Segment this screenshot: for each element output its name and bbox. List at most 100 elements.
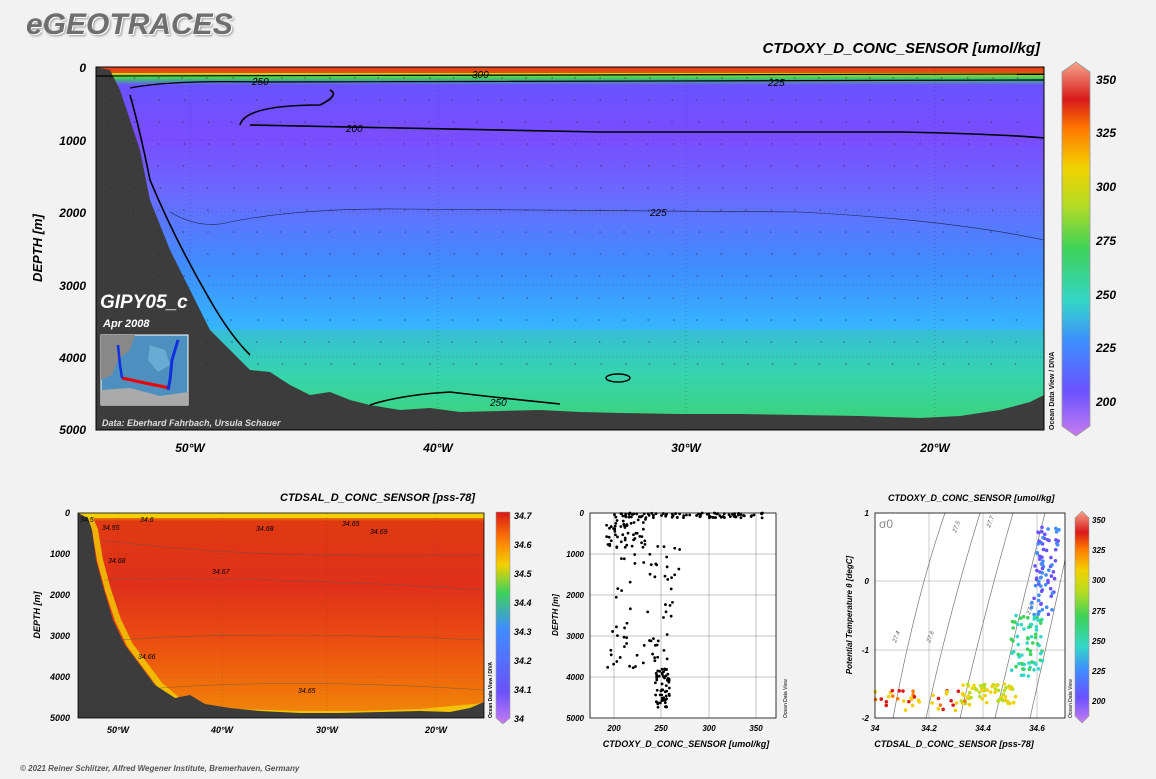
svg-text:0: 0 <box>580 509 585 518</box>
station-sample <box>379 99 381 101</box>
profile-point <box>653 656 657 660</box>
station-sample <box>231 341 233 343</box>
profile-point <box>613 524 617 528</box>
ts-point <box>1015 622 1020 627</box>
station-sample <box>819 231 822 233</box>
station-sample <box>181 187 184 189</box>
ts-point <box>1020 661 1024 666</box>
station-sample <box>426 297 428 299</box>
profile-y-label: DEPTH [m] <box>551 594 560 636</box>
station-sample <box>648 99 651 101</box>
station-sample <box>303 143 306 145</box>
ts-point <box>1054 526 1058 531</box>
profile-point <box>623 645 626 649</box>
svg-text:0: 0 <box>65 508 70 518</box>
station-sample <box>181 121 184 123</box>
ts-point <box>1040 525 1044 530</box>
ts-point <box>965 682 970 687</box>
copyright-footer: © 2021 Reiner Schlitzer, Alfred Wegener … <box>20 764 300 773</box>
station-sample <box>305 165 307 167</box>
ts-point <box>988 690 993 694</box>
station-sample <box>476 165 479 167</box>
station-sample <box>941 187 944 189</box>
station-sample <box>1015 187 1018 189</box>
profile-point <box>612 662 616 666</box>
station-sample <box>429 363 431 365</box>
profile-point <box>615 660 619 663</box>
station-sample <box>132 99 135 101</box>
station-sample <box>109 253 112 255</box>
salinity-y-ticks: 0 1000 2000 3000 4000 5000 <box>49 508 70 723</box>
station-sample <box>942 363 945 365</box>
profile-point <box>667 686 671 690</box>
svg-text:30°W: 30°W <box>671 441 702 455</box>
station-sample <box>303 121 306 123</box>
station-sample <box>965 319 968 321</box>
ts-point <box>1022 627 1026 631</box>
station-sample <box>377 77 379 79</box>
station-sample <box>820 275 823 277</box>
station-sample <box>671 187 673 189</box>
station-sample <box>279 121 282 123</box>
ts-colorbar: 350 325 300 275 250 225 200 <box>1074 510 1106 724</box>
ts-point <box>879 697 884 701</box>
profile-point <box>640 541 643 545</box>
station-sample <box>451 165 453 167</box>
profile-point <box>627 515 631 519</box>
station-sample <box>648 121 650 123</box>
station-sample <box>794 341 797 343</box>
profile-point <box>654 671 658 675</box>
cruise-date: Apr 2008 <box>102 318 150 330</box>
station-sample <box>867 231 870 233</box>
station-sample <box>281 143 284 145</box>
profile-point <box>614 522 618 525</box>
profile-point <box>641 545 645 549</box>
ts-point <box>983 693 987 698</box>
ts-point <box>1055 542 1060 547</box>
station-sample <box>255 99 258 101</box>
station-sample <box>697 297 700 299</box>
station-sample <box>990 143 993 145</box>
station-sample <box>452 363 455 365</box>
ts-point <box>1039 562 1044 566</box>
ts-point <box>936 696 941 701</box>
ts-point <box>1044 573 1048 577</box>
ts-point <box>985 688 990 692</box>
station-sample <box>500 121 503 123</box>
station-sample <box>868 99 871 101</box>
station-sample <box>599 253 602 255</box>
ts-point <box>967 702 972 707</box>
ts-point <box>1052 576 1057 581</box>
ts-point <box>1003 698 1008 703</box>
profile-point <box>653 681 657 685</box>
station-sample <box>500 165 503 167</box>
ts-point <box>1020 653 1024 657</box>
station-sample <box>329 297 332 299</box>
salinity-watermark: Ocean Data View / DIVA <box>488 662 494 718</box>
profile-point <box>655 676 659 680</box>
station-sample <box>232 209 235 211</box>
station-sample <box>157 275 160 277</box>
profile-point <box>728 515 732 519</box>
station-sample <box>891 363 894 365</box>
profile-x-ticks: 200 250 300 350 <box>606 724 763 733</box>
profile-point <box>678 548 682 551</box>
station-sample <box>303 99 306 101</box>
station-sample <box>256 275 258 277</box>
station-sample <box>671 121 673 123</box>
station-sample <box>795 99 797 101</box>
station-sample <box>377 253 380 255</box>
station-sample <box>794 121 797 123</box>
cruise-name: GIPY05_c <box>100 292 188 313</box>
station-sample <box>695 253 698 255</box>
station-sample <box>942 143 945 145</box>
station-sample <box>845 253 847 255</box>
station-sample <box>940 275 943 277</box>
ts-point <box>1046 612 1051 617</box>
profile-point <box>636 518 640 522</box>
station-sample <box>330 209 332 211</box>
ts-point <box>1011 649 1016 654</box>
svg-text:300: 300 <box>1092 576 1106 585</box>
svg-text:4000: 4000 <box>58 351 86 365</box>
